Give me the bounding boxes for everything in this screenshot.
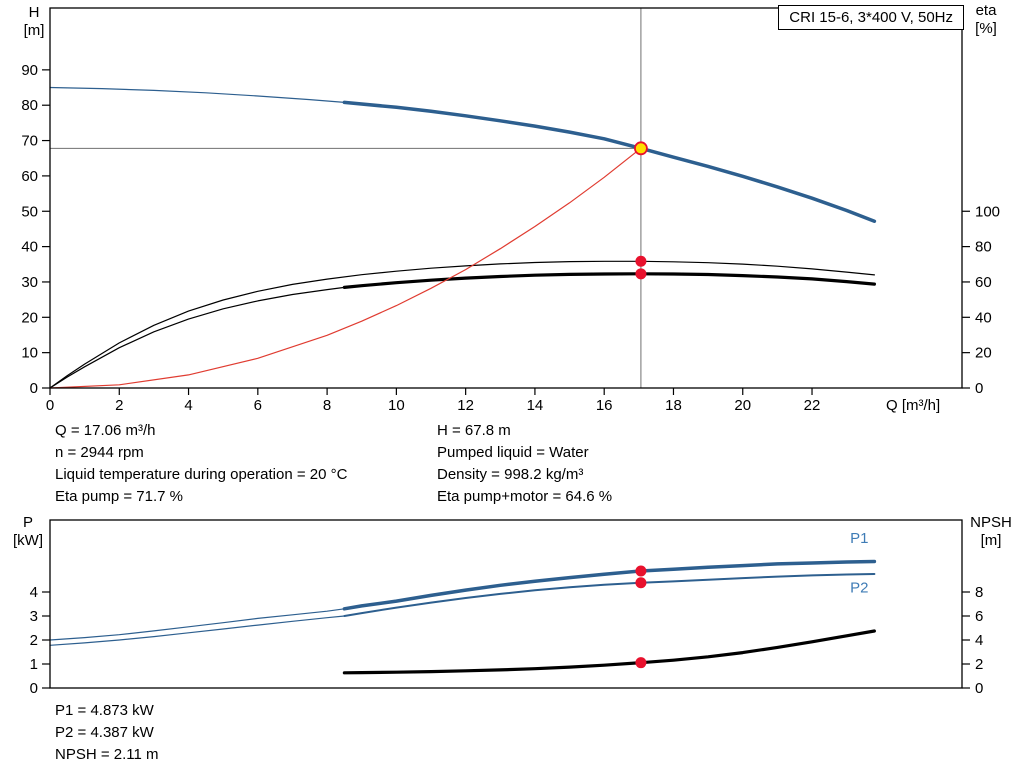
x-tick-label: 16 (596, 397, 613, 414)
p2-curve (343, 573, 876, 617)
x-tick-label: 18 (665, 397, 682, 414)
y-right-tick-label: 0 (975, 680, 983, 697)
duty-density: Density = 998.2 kg/m³ (437, 466, 584, 483)
p-axis-label: P [kW] (6, 514, 50, 550)
eta-pump-motor-curve (342, 272, 877, 289)
y-left-tick-label: 20 (21, 309, 38, 326)
x-tick-label: 4 (184, 397, 192, 414)
eta-pump-motor-point (635, 268, 647, 280)
duty-p1: P1 = 4.873 kW (55, 702, 154, 719)
duty-point (634, 141, 648, 156)
duty-eta-pump: Eta pump = 71.7 % (55, 488, 183, 505)
y-left-tick-label: 10 (21, 345, 38, 362)
x-tick-label: 0 (46, 397, 54, 414)
x-tick-label: 14 (527, 397, 544, 414)
npsh-axis-label: NPSH [m] (962, 514, 1020, 550)
npsh-axis-name: NPSH (970, 514, 1012, 531)
y-left-tick-label: 0 (30, 680, 38, 697)
duty-liquid: Pumped liquid = Water (437, 444, 589, 461)
x-tick-label: 10 (388, 397, 405, 414)
pump-model-title: CRI 15-6, 3*400 V, 50Hz (778, 5, 964, 30)
npsh-axis-unit: [m] (980, 532, 1002, 549)
x-tick-label: 12 (457, 397, 474, 414)
duty-info-left: Q = 17.06 m³/h n = 2944 rpm Liquid tempe… (55, 420, 347, 508)
x-tick-label: 20 (734, 397, 751, 414)
p2-point (635, 577, 647, 589)
y-left-tick-label: 60 (21, 168, 38, 185)
y-right-tick-label: 40 (975, 309, 992, 326)
curve-label-p2: P2 (850, 579, 868, 596)
eta-axis-name: eta (975, 2, 997, 19)
y-left-tick-label: 1 (30, 656, 38, 673)
eta-pump-curve (49, 260, 876, 389)
x-tick-label: 8 (323, 397, 331, 414)
y-right-tick-label: 100 (975, 203, 1000, 220)
y-right-tick-label: 4 (975, 632, 983, 649)
y-right-tick-label: 6 (975, 608, 983, 625)
y-left-tick-label: 4 (30, 584, 38, 601)
p1-curve (342, 559, 877, 611)
y-right-tick-label: 8 (975, 584, 983, 601)
y-right-tick-label: 20 (975, 345, 992, 362)
p1-point (635, 565, 647, 577)
x-tick-label: 22 (804, 397, 821, 414)
y-left-tick-label: 50 (21, 203, 38, 220)
duty-p2: P2 = 4.387 kW (55, 724, 154, 741)
head-curve-thin (49, 86, 345, 104)
duty-info-right: H = 67.8 m Pumped liquid = Water Density… (437, 420, 612, 508)
y-right-tick-label: 2 (975, 656, 983, 673)
npsh-curve (342, 629, 877, 675)
curve-label-p1: P1 (850, 530, 868, 547)
system-curve (49, 147, 642, 389)
x-tick-label: 2 (115, 397, 123, 414)
p2-curve-thin (49, 615, 345, 646)
y-left-tick-label: 0 (30, 380, 38, 397)
p-axis-name: P (22, 514, 33, 531)
p1-curve-thin (49, 608, 345, 641)
power-npsh-chart: 0 1 2 3 4 0 2 4 6 8 P1 P2 (30, 519, 983, 697)
h-axis-unit: [m] (23, 22, 45, 39)
x-tick-label: 6 (254, 397, 262, 414)
duty-npsh: NPSH = 2.11 m (55, 746, 159, 763)
eta-axis-label: eta [%] (964, 2, 1008, 38)
hq-eta-chart: 0 2 4 6 8 10 12 14 16 18 20 22 0 10 20 30 40 50 60 70 80 90 0 2… (21, 7, 1000, 414)
duty-q: Q = 17.06 m³/h (55, 422, 156, 439)
y-left-tick-label: 90 (21, 62, 38, 79)
duty-liquid-temp: Liquid temperature during operation = 20… (55, 466, 348, 483)
plot-frame (49, 519, 963, 689)
y-left-tick-label: 3 (30, 608, 38, 625)
y-right-tick-label: 60 (975, 274, 992, 291)
y-left-tick-label: 70 (21, 133, 38, 150)
q-axis-label: Q [m³/h] (886, 397, 941, 414)
h-axis-label: H [m] (16, 4, 52, 40)
eta-pump-motor-thin (49, 286, 345, 389)
y-left-tick-label: 80 (21, 97, 38, 114)
y-left-tick-label: 2 (30, 632, 38, 649)
eta-axis-unit: [%] (975, 20, 997, 37)
duty-eta-pump-motor: Eta pump+motor = 64.6 % (437, 488, 613, 505)
p-axis-unit: [kW] (13, 532, 43, 549)
eta-pump-point (635, 255, 647, 267)
duty-speed: n = 2944 rpm (55, 444, 144, 461)
y-left-tick-label: 30 (21, 274, 38, 291)
y-right-tick-label: 0 (975, 380, 983, 397)
h-axis-name: H (28, 4, 40, 21)
npsh-point (635, 657, 647, 669)
plot-frame (49, 7, 963, 389)
duty-h: H = 67.8 m (437, 422, 511, 439)
duty-info-bottom: P1 = 4.873 kW P2 = 4.387 kW NPSH = 2.11 … (55, 700, 159, 766)
y-left-tick-label: 40 (21, 239, 38, 256)
y-right-tick-label: 80 (975, 239, 992, 256)
head-curve (342, 100, 877, 223)
